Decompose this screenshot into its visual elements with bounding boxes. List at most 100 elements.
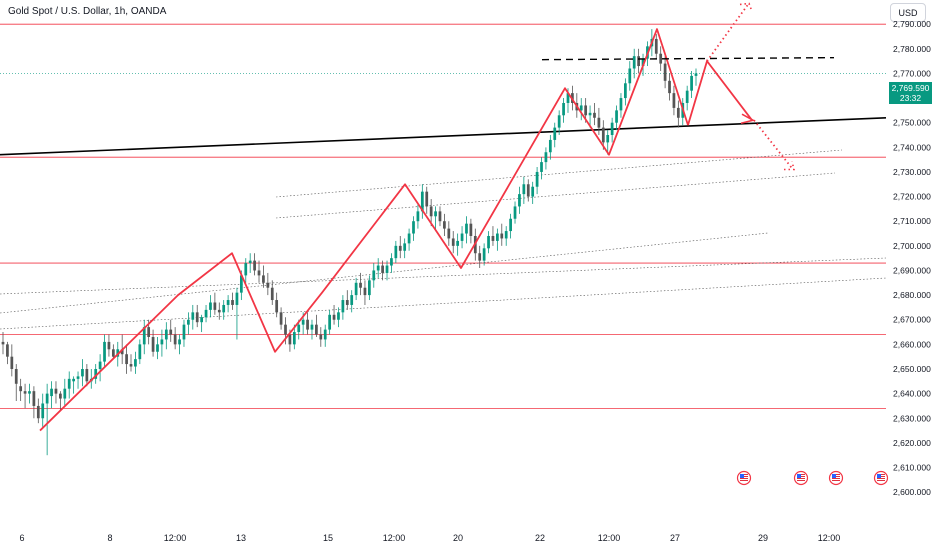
candle-body bbox=[518, 194, 521, 207]
price-tick-label: 2,750.000 bbox=[893, 118, 931, 128]
candle bbox=[553, 122, 557, 148]
price-tick-label: 2,660.000 bbox=[893, 339, 931, 349]
candle bbox=[394, 240, 398, 264]
candle-body bbox=[557, 115, 561, 128]
candle-body bbox=[332, 314, 336, 320]
price-tick-label: 2,600.000 bbox=[893, 487, 931, 497]
candle-body bbox=[350, 295, 354, 305]
candle bbox=[337, 307, 340, 328]
candle-body bbox=[690, 75, 693, 91]
zigzag-path bbox=[39, 28, 689, 432]
us-event-flag-icon[interactable] bbox=[828, 470, 844, 486]
candle-body bbox=[460, 233, 464, 241]
candle bbox=[36, 398, 40, 424]
candle-body bbox=[668, 80, 671, 94]
candle bbox=[663, 56, 667, 89]
candle-body bbox=[209, 302, 212, 310]
price-tick-label: 2,770.000 bbox=[893, 68, 931, 78]
candle bbox=[275, 292, 279, 318]
candle-body bbox=[451, 238, 455, 246]
candle bbox=[548, 135, 552, 160]
candle-body bbox=[597, 117, 601, 128]
candle bbox=[164, 322, 168, 350]
channel-line bbox=[275, 149, 843, 198]
candle-body bbox=[319, 334, 323, 340]
annotations[interactable] bbox=[39, 2, 835, 432]
candle bbox=[429, 199, 433, 227]
candle-body bbox=[412, 221, 415, 234]
candle-body bbox=[588, 112, 592, 116]
forecast-dotted-up-arrowhead bbox=[739, 2, 753, 12]
candle bbox=[28, 383, 31, 404]
candle bbox=[125, 344, 128, 374]
economic-events[interactable] bbox=[736, 470, 889, 486]
candle-body bbox=[429, 206, 433, 217]
candle bbox=[478, 245, 482, 269]
us-event-flag-icon[interactable] bbox=[793, 470, 809, 486]
candle-body bbox=[606, 135, 610, 143]
candle bbox=[504, 226, 508, 246]
time-tick-label: 27 bbox=[670, 533, 680, 543]
price-tick-label: 2,610.000 bbox=[893, 463, 931, 473]
candle-body bbox=[129, 364, 133, 367]
candle-body bbox=[601, 127, 605, 143]
candle bbox=[425, 186, 429, 214]
candle bbox=[160, 329, 164, 357]
candle bbox=[588, 105, 592, 128]
candle-body bbox=[111, 349, 115, 357]
candle-body bbox=[526, 184, 530, 197]
candle-body bbox=[160, 339, 164, 345]
candle-body bbox=[120, 349, 124, 355]
drawings[interactable] bbox=[0, 116, 887, 156]
candle bbox=[248, 253, 252, 273]
candle bbox=[67, 371, 71, 399]
candle bbox=[156, 336, 159, 360]
candle bbox=[376, 258, 380, 278]
price-tick-label: 2,650.000 bbox=[893, 364, 931, 374]
candle-body bbox=[1, 341, 5, 345]
candle-body bbox=[125, 354, 128, 365]
forecast-dotted-down bbox=[753, 119, 794, 171]
candle bbox=[244, 258, 248, 283]
candle bbox=[363, 280, 367, 305]
candle bbox=[624, 78, 627, 106]
candle bbox=[345, 290, 349, 310]
candle-body bbox=[67, 378, 71, 389]
candle bbox=[14, 364, 18, 402]
candle-body bbox=[266, 282, 270, 288]
time-tick-label: 12:00 bbox=[383, 533, 406, 543]
currency-button[interactable]: USD bbox=[890, 3, 926, 22]
candle-body bbox=[301, 319, 305, 325]
candle-body bbox=[416, 211, 420, 222]
candle-body bbox=[584, 105, 588, 116]
candle-body bbox=[328, 314, 332, 330]
candle bbox=[619, 93, 623, 118]
candle-body bbox=[359, 282, 362, 288]
price-tick-label: 2,680.000 bbox=[893, 290, 931, 300]
candle bbox=[637, 48, 640, 74]
candle-body bbox=[672, 93, 676, 108]
candle-body bbox=[217, 309, 221, 313]
candle-body bbox=[447, 228, 451, 239]
candle bbox=[403, 238, 407, 259]
candle bbox=[676, 100, 680, 128]
us-event-flag-icon[interactable] bbox=[736, 470, 752, 486]
candle-body bbox=[694, 73, 698, 76]
candle-body bbox=[354, 282, 358, 296]
candle bbox=[341, 295, 345, 320]
time-axis[interactable]: 6 8 12:00 13 15 12:00 20 22 12:00 27 29 12:00 bbox=[19, 533, 840, 543]
time-tick-label: 12:00 bbox=[164, 533, 187, 543]
forecast-arrowhead bbox=[740, 113, 756, 125]
us-event-flag-icon[interactable] bbox=[873, 470, 889, 486]
candle bbox=[173, 327, 177, 350]
candle bbox=[266, 272, 270, 296]
time-tick-label: 29 bbox=[758, 533, 768, 543]
candle bbox=[359, 272, 362, 296]
candle bbox=[615, 105, 618, 131]
candle-body bbox=[200, 317, 203, 323]
candle-body bbox=[465, 223, 468, 234]
candle-body bbox=[14, 368, 18, 384]
candle-body bbox=[195, 312, 199, 323]
price-tick-label: 2,740.000 bbox=[893, 142, 931, 152]
